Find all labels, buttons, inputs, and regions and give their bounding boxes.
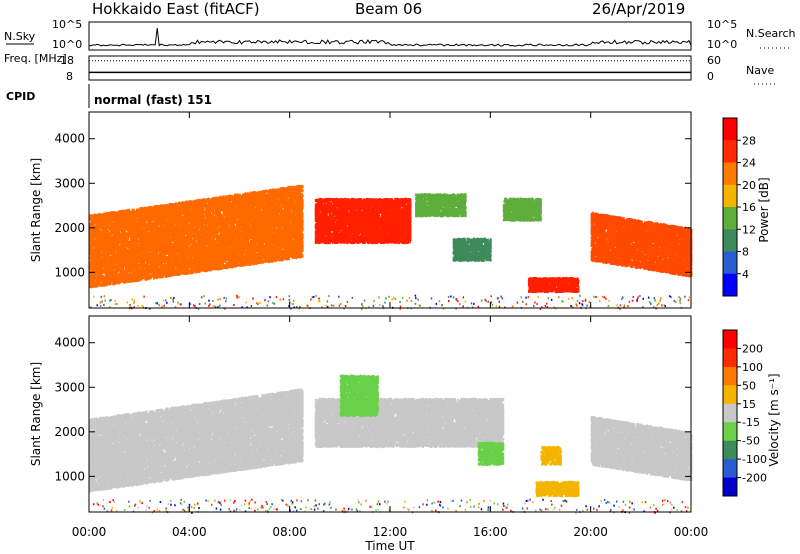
- freq-panel-frame: [89, 56, 691, 80]
- nsky-label: N.Sky: [4, 30, 36, 43]
- noise-left-tick-top: 10^5: [52, 18, 82, 31]
- data-cell: [141, 207, 143, 210]
- cpid-value: normal (fast) 151: [94, 93, 212, 107]
- noise-right-tick-top: 10^5: [707, 18, 737, 31]
- freq-tick-bottom: 8: [66, 70, 73, 83]
- data-cell: [157, 250, 159, 253]
- cpid-label: CPID: [6, 90, 35, 103]
- noise-trace: [89, 28, 691, 46]
- noise-polyline: [89, 28, 691, 46]
- date-label: 26/Apr/2019: [592, 0, 685, 18]
- noise-left-tick-bottom: 10^0: [52, 38, 82, 51]
- data-cell: [117, 269, 119, 272]
- nave-tick-bottom: 0: [707, 70, 714, 83]
- figure-title: Hokkaido East (fitACF): [92, 0, 260, 18]
- nsearch-label: N.Search: [746, 27, 796, 40]
- data-cell: [91, 214, 93, 217]
- data-cell: [118, 229, 120, 232]
- beam-label: Beam 06: [355, 0, 422, 18]
- nave-label: Nave: [746, 64, 774, 77]
- data-cell: [166, 275, 168, 278]
- noise-right-tick-bottom: 10^0: [707, 38, 737, 51]
- data-cell: [160, 204, 162, 207]
- nave-tick-top: 60: [707, 54, 721, 67]
- noise-panel-frame: [89, 22, 691, 50]
- freq-label: Freq. [MHz]: [4, 52, 67, 65]
- data-cell: [120, 279, 122, 282]
- data-cell: [133, 245, 135, 248]
- freq-tick-top: 18: [60, 54, 74, 67]
